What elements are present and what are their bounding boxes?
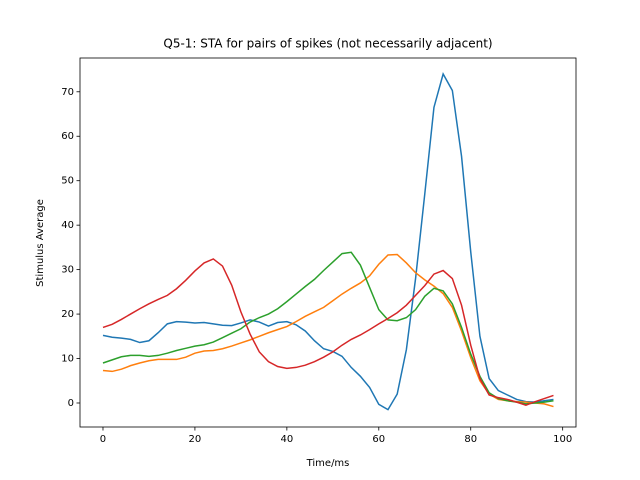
x-tick-label: 100 — [553, 434, 572, 445]
y-tick-label: 0 — [68, 398, 74, 409]
line-series — [102, 253, 554, 408]
x-tick-label: 40 — [280, 434, 293, 445]
x-tick-label: 80 — [464, 434, 477, 445]
y-tick-label: 30 — [61, 265, 74, 276]
plot-area — [102, 72, 554, 411]
y-axis-label: Stimulus Average — [35, 199, 46, 287]
y-tick-label: 10 — [61, 354, 74, 365]
y-tick-label: 60 — [61, 131, 74, 142]
x-axis-label: Time/ms — [306, 458, 350, 469]
y-tick-label: 20 — [61, 309, 74, 320]
line-series — [102, 251, 554, 405]
y-tick-label: 70 — [61, 87, 74, 98]
axes-frame — [79, 57, 577, 428]
x-tick-label: 0 — [100, 434, 106, 445]
chart-title: Q5-1: STA for pairs of spikes (not neces… — [163, 37, 492, 51]
line-series — [102, 72, 554, 411]
x-tick-label: 20 — [189, 434, 202, 445]
y-tick-label: 40 — [61, 220, 74, 231]
y-tick-label: 50 — [61, 176, 74, 187]
line-series — [102, 258, 554, 407]
x-tick-label: 60 — [372, 434, 385, 445]
